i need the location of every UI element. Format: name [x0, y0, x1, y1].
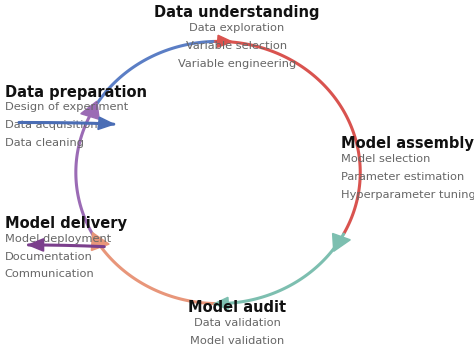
Text: Model selection: Model selection — [341, 154, 431, 164]
Polygon shape — [28, 239, 44, 251]
Text: Data acquisition: Data acquisition — [5, 120, 97, 130]
Text: Variable selection: Variable selection — [186, 41, 288, 51]
Polygon shape — [333, 234, 350, 251]
Text: Data exploration: Data exploration — [190, 23, 284, 33]
Text: Model assembly: Model assembly — [341, 136, 474, 151]
Text: Data cleaning: Data cleaning — [5, 138, 84, 148]
Text: Model validation: Model validation — [190, 336, 284, 345]
Polygon shape — [91, 233, 109, 250]
Text: Model delivery: Model delivery — [5, 216, 127, 230]
Polygon shape — [81, 101, 99, 119]
Text: Variable engineering: Variable engineering — [178, 59, 296, 69]
Text: Model audit: Model audit — [188, 300, 286, 315]
Text: Communication: Communication — [5, 269, 94, 279]
Polygon shape — [218, 35, 232, 47]
Text: Data preparation: Data preparation — [5, 85, 147, 99]
Text: Data understanding: Data understanding — [154, 5, 320, 20]
Text: Hyperparameter tuning: Hyperparameter tuning — [341, 190, 474, 200]
Polygon shape — [98, 117, 114, 129]
Text: Documentation: Documentation — [5, 252, 92, 262]
Text: Parameter estimation: Parameter estimation — [341, 172, 465, 182]
Polygon shape — [214, 297, 228, 309]
Text: Design of experiment: Design of experiment — [5, 102, 128, 112]
Text: Data validation: Data validation — [193, 318, 281, 328]
Text: Model deployment: Model deployment — [5, 234, 111, 244]
